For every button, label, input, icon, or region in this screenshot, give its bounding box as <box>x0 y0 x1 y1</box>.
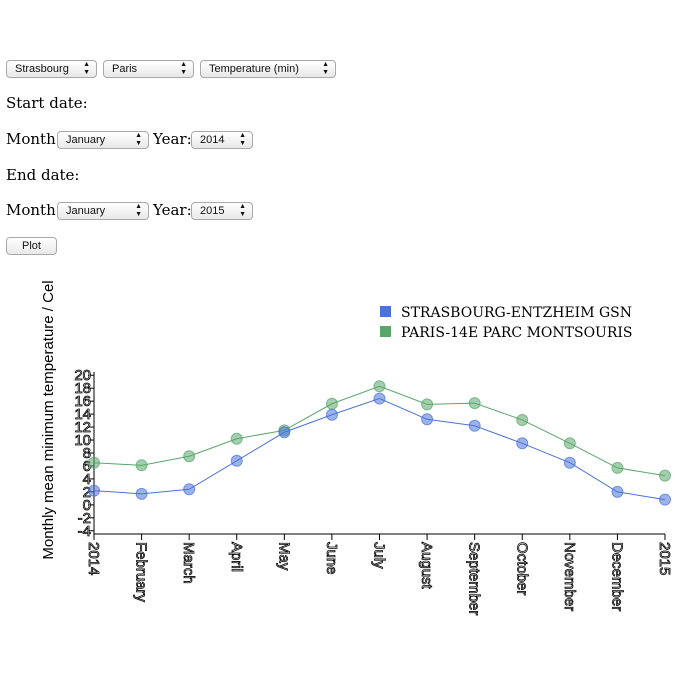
y-tick-label: 10 <box>74 432 91 449</box>
legend-swatch-1 <box>380 306 391 317</box>
series-2-point <box>373 380 386 393</box>
start-year-select[interactable]: 2014 ▲ ▼ <box>191 131 253 149</box>
series-2-point <box>88 456 100 469</box>
x-tick-label: March <box>180 542 197 584</box>
y-tick-label: 16 <box>74 393 91 410</box>
x-tick-label: October <box>513 542 530 595</box>
start-month-select[interactable]: January ▲ ▼ <box>57 131 149 149</box>
series-1-point <box>135 487 148 500</box>
plot-button[interactable]: Plot <box>6 237 57 255</box>
start-year-label: Year: <box>153 130 192 148</box>
end-year-select[interactable]: 2015 ▲ ▼ <box>191 202 253 220</box>
select-arrows-icon: ▲ ▼ <box>180 61 187 76</box>
series-2-point <box>421 398 434 411</box>
series-1-point <box>183 483 196 496</box>
series-1-point <box>468 419 481 432</box>
station1-select[interactable]: Strasbourg ▲ ▼ <box>6 60 97 78</box>
series-1-point <box>421 413 434 426</box>
end-month-label: Month: <box>6 201 61 219</box>
y-tick-label: 20 <box>74 367 91 384</box>
y-tick-label: -2 <box>78 510 91 527</box>
x-tick-label: June <box>323 542 340 575</box>
select-arrows-icon: ▲ ▼ <box>239 132 246 147</box>
x-tick-label: November <box>561 542 578 611</box>
select-arrows-icon: ▲ ▼ <box>239 203 246 218</box>
y-tick-label: 8 <box>83 445 91 462</box>
x-tick-label: August <box>418 542 435 590</box>
station1-value: Strasbourg <box>15 63 69 75</box>
series-2-point <box>611 461 624 474</box>
series-line-1 <box>93 398 666 501</box>
legend-label-1: STRASBOURG-ENTZHEIM GSN <box>401 305 632 321</box>
y-tick-label: 2 <box>83 484 91 501</box>
y-tick-label: -4 <box>78 523 91 540</box>
x-tick-label: February <box>133 542 150 603</box>
select-arrows-icon: ▲ ▼ <box>135 203 142 218</box>
series-1-point <box>230 454 243 467</box>
x-tick-label: September <box>466 542 483 615</box>
series-1-point <box>325 408 338 421</box>
series-2-point <box>230 432 243 445</box>
series-2-point <box>516 413 529 426</box>
series-2-point <box>325 397 338 410</box>
end-date-label: End date: <box>6 166 80 184</box>
start-month-label: Month: <box>6 130 61 148</box>
end-year-value: 2015 <box>200 205 225 217</box>
series-1-point <box>563 456 576 469</box>
series-2-point <box>183 450 196 463</box>
x-tick-label: 2014 <box>85 542 102 575</box>
x-tick-label: 2015 <box>656 542 673 575</box>
x-tick-label: July <box>371 542 388 569</box>
y-tick-label: 4 <box>83 471 91 488</box>
y-tick-label: 18 <box>74 380 91 397</box>
station2-select[interactable]: Paris ▲ ▼ <box>103 60 194 78</box>
end-month-value: January <box>66 205 106 217</box>
end-month-select[interactable]: January ▲ ▼ <box>57 202 149 220</box>
legend-label-2: PARIS-14E PARC MONTSOURIS <box>401 325 633 341</box>
series-2-point <box>659 469 671 482</box>
start-year-value: 2014 <box>200 134 225 146</box>
y-tick-label: 14 <box>74 406 91 423</box>
series-1-point <box>278 426 291 439</box>
y-tick-label: 12 <box>74 419 91 436</box>
series-1-point <box>611 485 624 498</box>
end-year-label: Year: <box>153 201 192 219</box>
variable-select[interactable]: Temperature (min) ▲ ▼ <box>200 60 336 78</box>
series-1-point <box>373 392 386 405</box>
y-tick-label: 0 <box>83 497 91 514</box>
variable-value: Temperature (min) <box>209 63 299 75</box>
series-2-point <box>468 397 481 410</box>
y-axis-label: Monthly mean minimum temperature / Cel <box>40 280 57 559</box>
select-arrows-icon: ▲ ▼ <box>135 132 142 147</box>
start-date-label: Start date: <box>6 94 88 112</box>
series-2-point <box>135 459 148 472</box>
x-tick-label: December <box>608 542 625 611</box>
series-1-point <box>659 493 671 506</box>
x-tick-label: April <box>228 542 245 572</box>
select-arrows-icon: ▲ ▼ <box>83 61 90 76</box>
start-month-value: January <box>66 134 106 146</box>
select-arrows-icon: ▲ ▼ <box>322 61 329 76</box>
y-tick-label: 6 <box>83 458 91 475</box>
x-tick-label: May <box>275 542 292 571</box>
station2-value: Paris <box>112 63 138 75</box>
legend-swatch-2 <box>380 326 391 337</box>
series-1-point <box>516 437 529 450</box>
series-2-point <box>563 437 576 450</box>
series-1-point <box>88 484 100 497</box>
